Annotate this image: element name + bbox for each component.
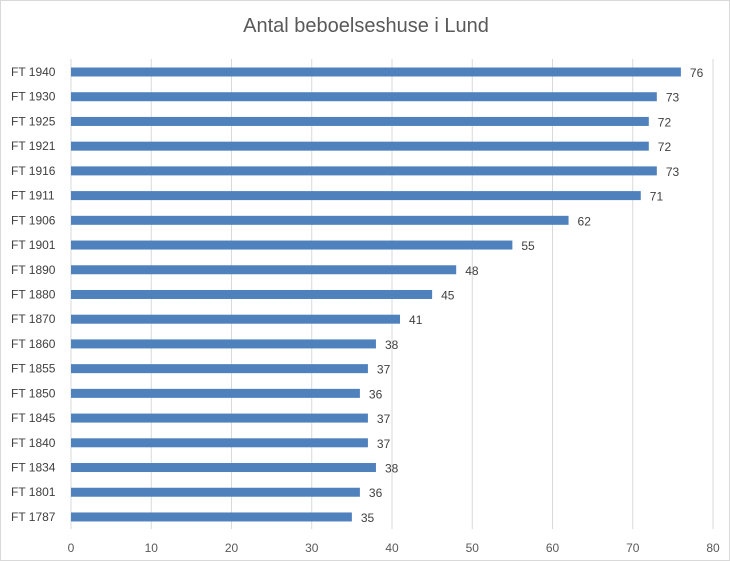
bar <box>71 438 368 448</box>
data-label: 72 <box>658 115 672 129</box>
bar <box>71 289 433 299</box>
bar <box>71 67 681 77</box>
bar <box>71 240 513 250</box>
bar <box>71 116 649 126</box>
data-label: 76 <box>690 66 704 80</box>
category-label: FT 1845 <box>11 411 56 425</box>
category-label: FT 1880 <box>11 287 56 301</box>
category-label: FT 1834 <box>11 461 56 475</box>
data-label: 37 <box>377 437 391 451</box>
category-label: FT 1911 <box>11 189 55 203</box>
data-label: 36 <box>369 486 383 500</box>
data-label: 45 <box>441 288 455 302</box>
data-label: 37 <box>377 412 391 426</box>
data-label: 37 <box>377 363 391 377</box>
x-tick-label: 30 <box>305 541 319 555</box>
data-label: 71 <box>650 190 664 204</box>
category-label: FT 1916 <box>11 164 56 178</box>
bar <box>71 265 457 275</box>
data-label: 72 <box>658 140 672 154</box>
labels: 0 10 20 30 40 50 60 70 80 FT 1940 76 FT 1930 73 FT 19… <box>11 65 720 555</box>
category-label: FT 1801 <box>11 485 56 499</box>
category-label: FT 1921 <box>11 139 56 153</box>
bar <box>71 92 657 102</box>
category-label: FT 1930 <box>11 90 56 104</box>
bar <box>71 166 657 176</box>
x-tick-label: 20 <box>225 541 239 555</box>
x-tick-label: 10 <box>145 541 159 555</box>
category-label: FT 1940 <box>11 65 56 79</box>
bar <box>71 388 360 398</box>
data-label: 73 <box>666 91 680 105</box>
data-label: 38 <box>385 462 399 476</box>
x-tick-label: 70 <box>626 541 640 555</box>
bars <box>71 67 681 522</box>
x-tick-label: 40 <box>385 541 399 555</box>
x-tick-label: 0 <box>68 541 75 555</box>
category-label: FT 1906 <box>11 213 56 227</box>
category-label: FT 1925 <box>11 114 56 128</box>
category-label: FT 1840 <box>11 436 56 450</box>
bar <box>71 463 376 473</box>
category-label: FT 1870 <box>11 312 56 326</box>
category-label: FT 1890 <box>11 263 56 277</box>
data-label: 73 <box>666 165 680 179</box>
x-tick-label: 50 <box>466 541 480 555</box>
category-label: FT 1901 <box>11 238 56 252</box>
data-label: 36 <box>369 387 383 401</box>
category-label: FT 1855 <box>11 362 56 376</box>
category-label: FT 1850 <box>11 386 56 400</box>
x-tick-label: 80 <box>706 541 720 555</box>
bar <box>71 191 641 201</box>
bar <box>71 314 401 324</box>
data-label: 55 <box>521 239 535 253</box>
category-label: FT 1860 <box>11 337 56 351</box>
data-label: 48 <box>465 264 479 278</box>
data-label: 38 <box>385 338 399 352</box>
data-label: 35 <box>361 511 375 525</box>
chart-title: Antal beboelseshuse i Lund <box>243 15 489 37</box>
bar <box>71 215 569 225</box>
bar <box>71 487 360 497</box>
bar <box>71 141 649 151</box>
category-label: FT 1787 <box>11 510 56 524</box>
data-label: 41 <box>409 313 423 327</box>
x-tick-label: 60 <box>546 541 560 555</box>
data-label: 62 <box>578 214 592 228</box>
bar <box>71 339 376 349</box>
bar <box>71 512 352 522</box>
bar <box>71 413 368 423</box>
bar <box>71 364 368 374</box>
